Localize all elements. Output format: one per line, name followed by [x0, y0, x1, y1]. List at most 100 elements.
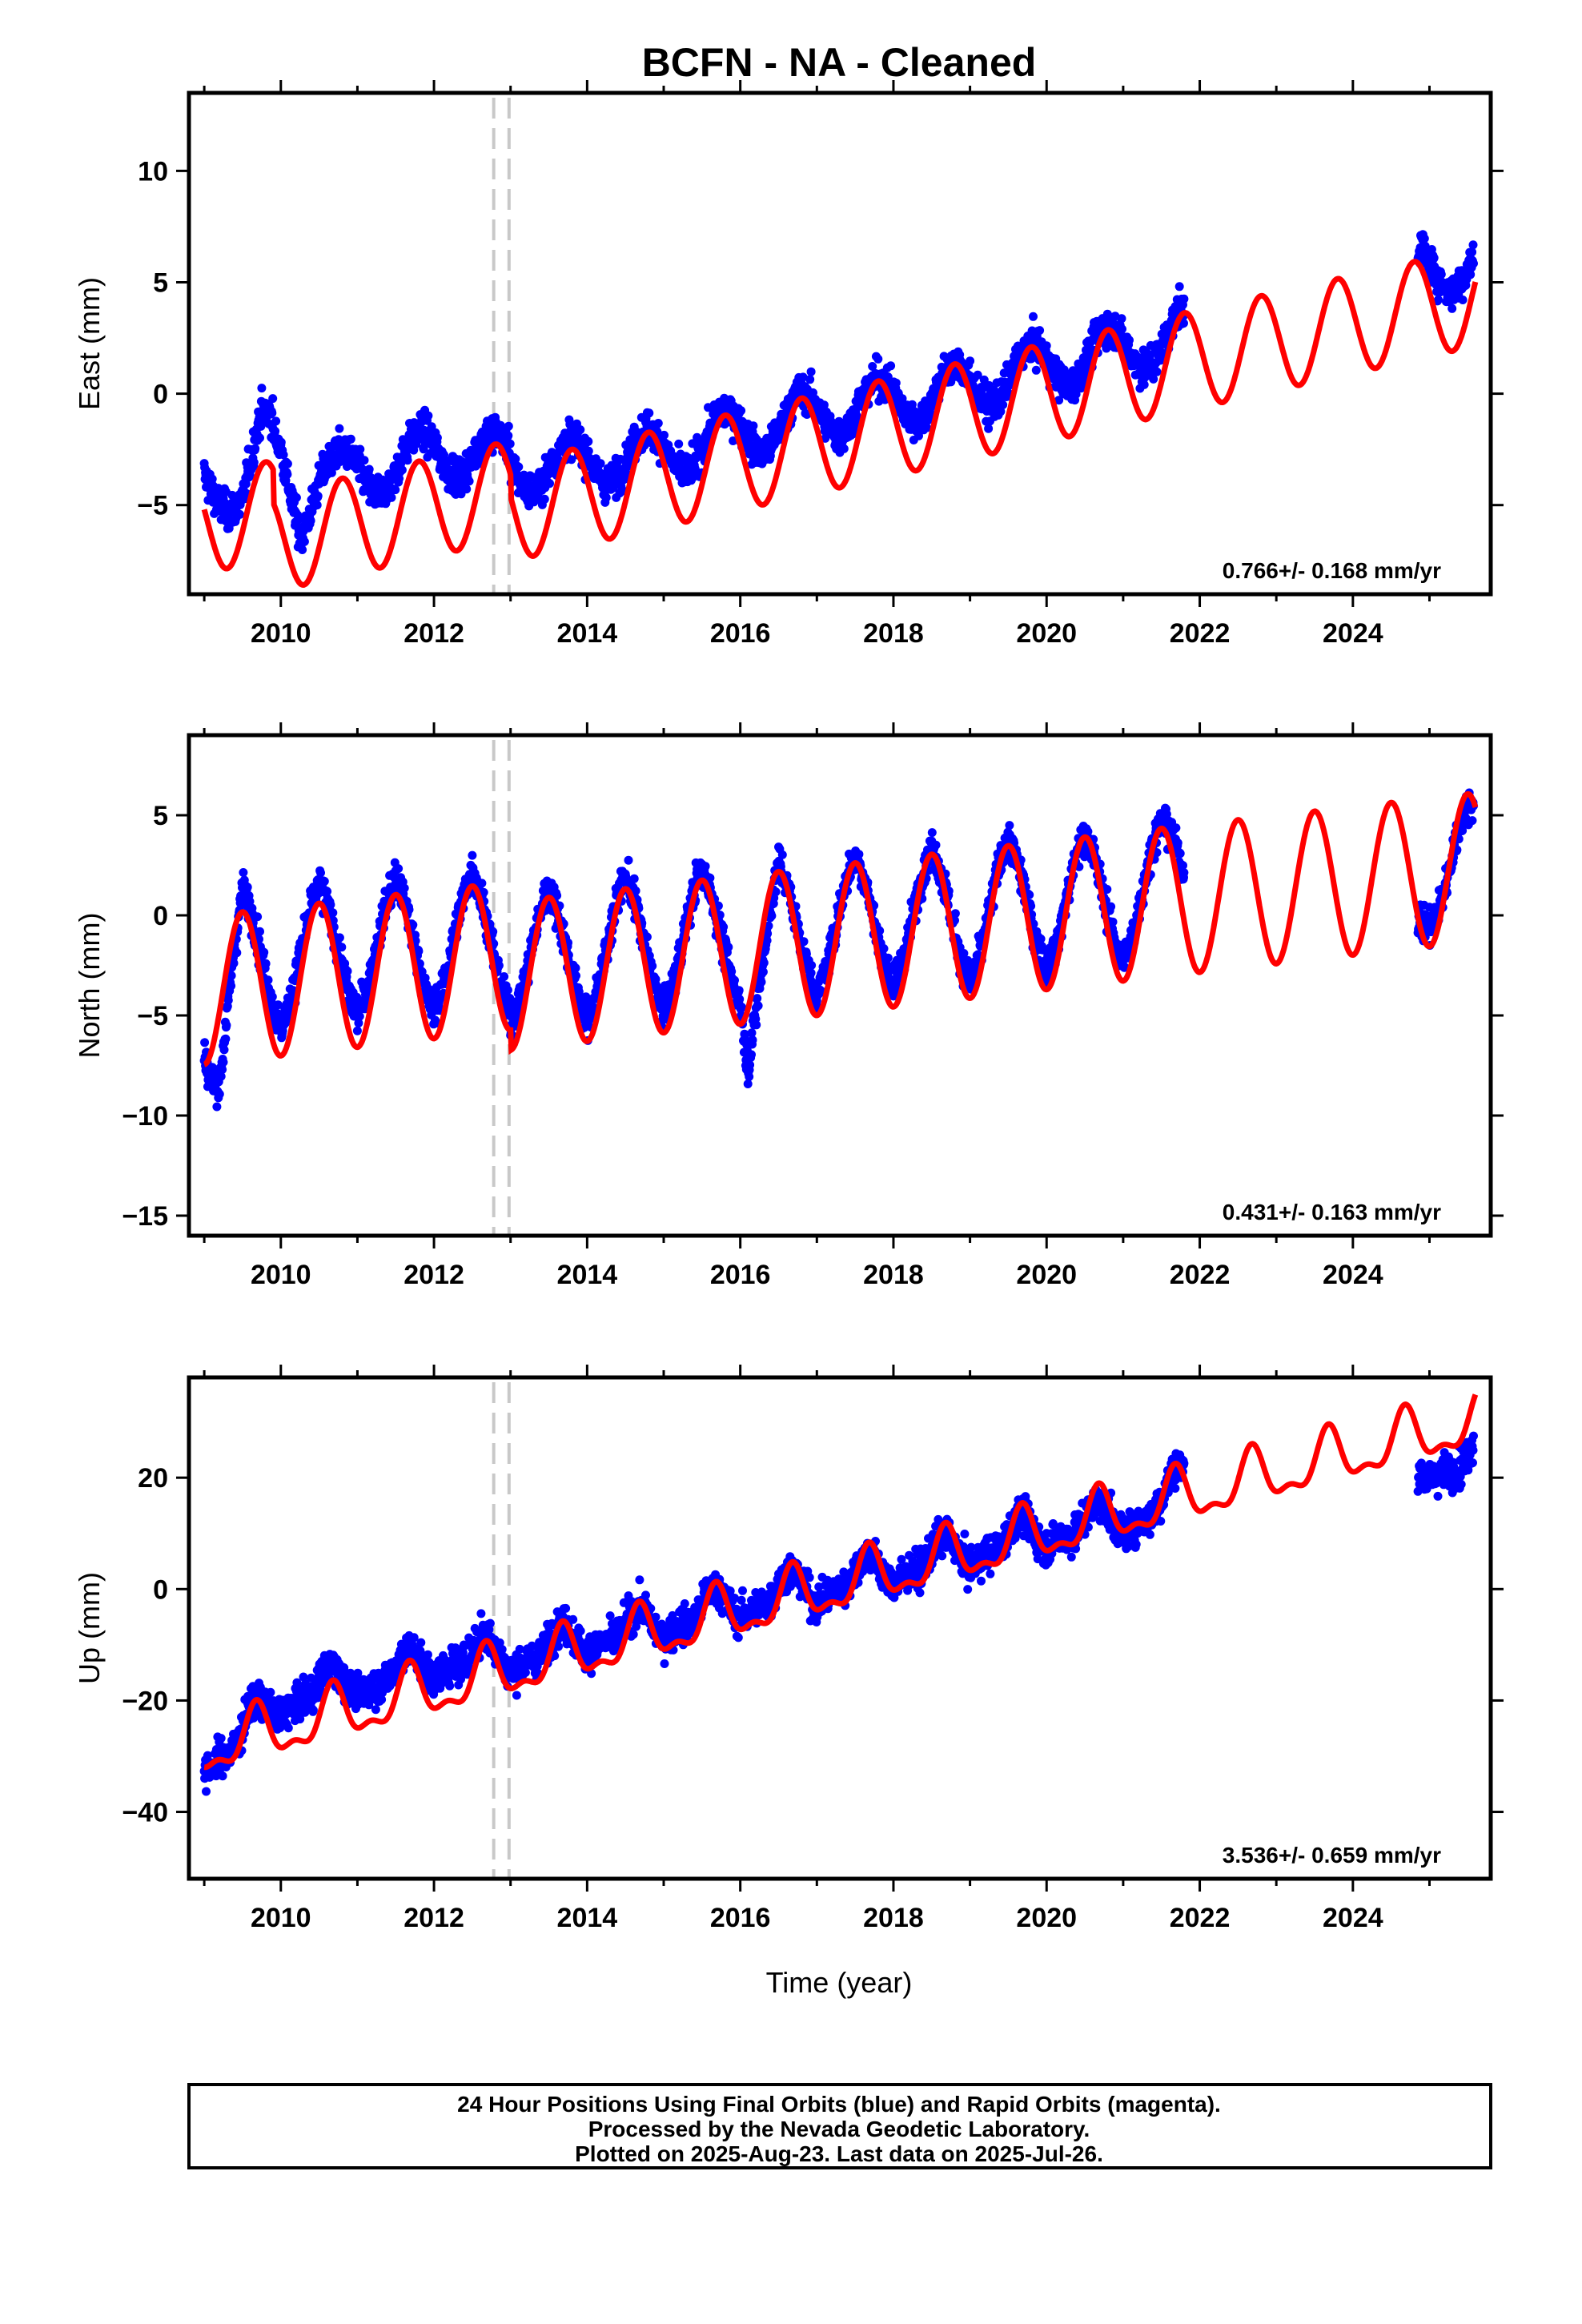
data-point [243, 883, 252, 892]
data-point [629, 874, 639, 883]
x-tick-label: 2018 [863, 618, 924, 649]
data-point [807, 960, 817, 970]
data-point [391, 485, 400, 495]
data-point [245, 897, 255, 907]
data-point [1434, 295, 1443, 304]
data-point [387, 493, 396, 502]
data-point [468, 850, 477, 860]
data-point [323, 887, 332, 896]
data-point [279, 450, 288, 460]
data-point [283, 459, 292, 468]
x-tick-label: 2012 [404, 618, 464, 649]
data-point [488, 927, 498, 936]
data-point [552, 891, 562, 900]
data-point [235, 509, 245, 519]
data-point [966, 356, 975, 366]
data-point [259, 947, 269, 957]
data-point [500, 972, 509, 981]
data-point [806, 968, 816, 978]
data-point [730, 975, 739, 985]
data-point [644, 408, 654, 418]
data-point [1179, 319, 1188, 328]
x-tick-label: 2020 [1016, 618, 1077, 649]
data-point [1031, 365, 1041, 375]
data-point [1419, 234, 1429, 243]
data-point [479, 887, 488, 897]
data-point [424, 411, 433, 420]
data-point [227, 981, 236, 991]
data-point [545, 479, 554, 489]
data-point [854, 850, 864, 859]
data-point [584, 446, 593, 456]
data-point [514, 462, 524, 472]
data-point [805, 375, 815, 384]
data-point [271, 426, 280, 436]
data-point [255, 433, 264, 443]
data-point [1042, 341, 1051, 351]
data-point [922, 423, 932, 432]
data-point [873, 354, 883, 364]
data-point [255, 927, 264, 936]
y-tick-label: 0 [153, 380, 168, 410]
data-point [504, 431, 513, 440]
data-point [222, 1020, 231, 1030]
data-point [839, 444, 849, 453]
data-point [251, 444, 260, 453]
data-point [283, 469, 292, 479]
data-point [674, 439, 684, 448]
data-point [653, 419, 663, 428]
data-point [227, 490, 237, 500]
data-point [212, 1102, 222, 1112]
data-point [567, 455, 576, 464]
data-point [1117, 314, 1126, 324]
data-point [313, 491, 323, 501]
data-point [505, 439, 515, 448]
data-point [464, 476, 474, 486]
data-point [215, 1089, 224, 1099]
data-point [355, 444, 365, 454]
data-point [584, 436, 593, 446]
data-point [462, 485, 472, 494]
data-point [394, 864, 404, 874]
data-point [777, 850, 787, 859]
data-point [414, 947, 424, 956]
data-point [819, 400, 829, 410]
data-point [624, 855, 633, 865]
data-point [261, 959, 271, 968]
data-point [219, 1045, 229, 1055]
data-point [218, 1065, 227, 1075]
data-point [950, 909, 960, 919]
data-point [701, 862, 710, 871]
data-point [249, 457, 259, 467]
data-point [352, 1026, 362, 1035]
data-point [415, 959, 424, 968]
x-tick-label: 2024 [1323, 618, 1383, 649]
data-point [232, 948, 242, 958]
data-point [298, 545, 307, 554]
x-tick-label: 2016 [710, 618, 771, 649]
data-points-east [199, 230, 1478, 554]
data-point [408, 920, 418, 930]
data-point [1029, 312, 1038, 321]
data-point [1054, 396, 1064, 405]
data-point [1139, 380, 1149, 389]
data-point [1035, 326, 1045, 336]
data-point [364, 464, 374, 474]
data-point [503, 985, 512, 995]
x-tick-label: 2014 [557, 618, 618, 649]
data-point [306, 516, 315, 525]
x-tick-label: 2022 [1170, 618, 1231, 649]
panels: 2010 2012 2014 2016 2018 2020 2022 2024−50510Ea… [73, 80, 1504, 1933]
data-point [354, 1019, 363, 1027]
data-point [927, 828, 937, 838]
data-point [757, 977, 766, 987]
data-point [1005, 821, 1014, 830]
data-point [1179, 294, 1189, 304]
data-point [1036, 934, 1046, 943]
data-point [747, 1050, 756, 1059]
data-point [397, 465, 407, 475]
data-point [1429, 253, 1439, 263]
data-point [734, 986, 744, 995]
data-point [221, 1034, 231, 1043]
